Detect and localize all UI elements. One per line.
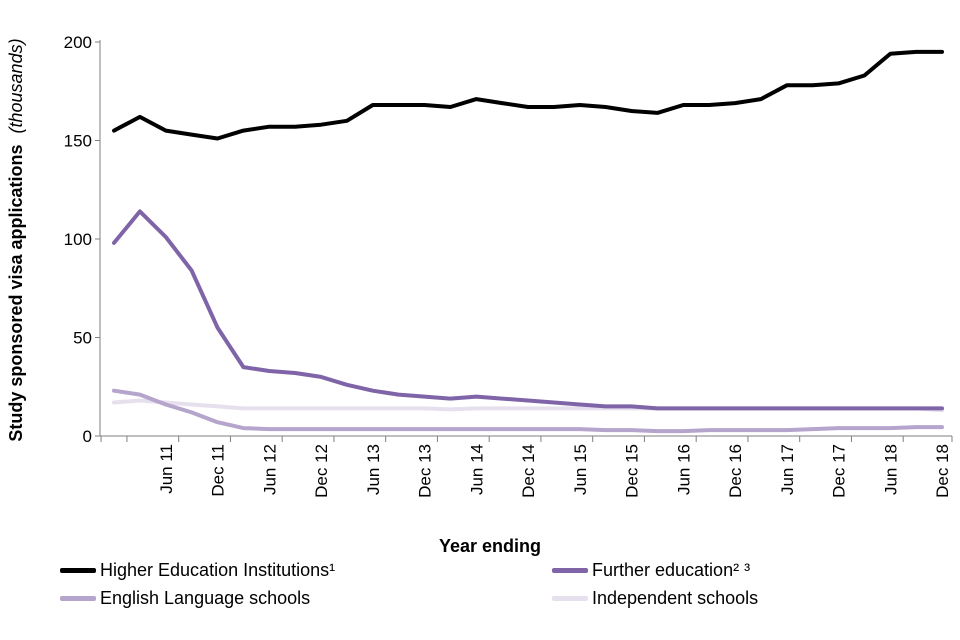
legend-label-independent-schools: Independent schools	[592, 588, 759, 608]
series-line-higher-education-institutions	[112, 49, 944, 141]
y-axis-title-unit: (thousands)	[6, 38, 26, 133]
x-tick-label: Dec 11	[209, 444, 228, 497]
y-axis: 0 50 100 150 200	[64, 33, 101, 446]
x-tick-label: Jun 13	[364, 444, 383, 495]
y-tick-label: 150	[64, 132, 92, 151]
legend-swatch-further-education	[552, 568, 588, 573]
series-line-english-language-schools	[112, 388, 944, 434]
x-tick-label: Dec 14	[519, 444, 538, 498]
legend-item-further-education: Further education² ³	[552, 560, 750, 581]
legend: Higher Education Institutions¹ Further e…	[60, 560, 940, 620]
x-tick-label: Jun 15	[571, 444, 590, 495]
legend-label-english-language-schools: English Language schools	[100, 588, 311, 608]
x-tick-label: Dec 12	[312, 444, 331, 498]
x-tick-label: Jun 12	[260, 444, 279, 495]
legend-swatch-higher-education	[60, 568, 96, 573]
legend-swatch-independent-schools	[552, 596, 588, 601]
x-tick-label: Jun 14	[467, 444, 486, 495]
legend-item-english-language-schools: English Language schools	[60, 588, 310, 609]
series-line-further-education	[112, 209, 944, 411]
x-tick-label: Jun 17	[778, 444, 797, 495]
y-axis-title: Study sponsored visa applications (thous…	[6, 38, 26, 441]
x-tick-label: Jun 11	[157, 444, 176, 494]
x-tick-label: Jun 18	[881, 444, 900, 495]
y-tick-label: 100	[64, 230, 92, 249]
legend-item-independent-schools: Independent schools	[552, 588, 758, 609]
x-tick-label: Dec 13	[416, 444, 435, 498]
y-tick-label: 50	[73, 329, 92, 348]
x-axis: Jun 11 Dec 11 Jun 12 Dec 12 Jun 13 Dec 13 Jun …	[100, 435, 953, 498]
legend-swatch-english-language-schools	[60, 596, 96, 601]
series-lines	[112, 49, 944, 434]
x-tick-label: Dec 18	[933, 444, 952, 498]
y-axis-title-main: Study sponsored visa applications	[6, 145, 26, 442]
x-axis-title: Year ending	[439, 536, 541, 556]
x-tick-label: Dec 16	[726, 444, 745, 498]
x-tick-label: Dec 15	[623, 444, 642, 498]
legend-label-higher-education: Higher Education Institutions¹	[100, 560, 336, 580]
y-tick-label: 200	[64, 33, 92, 52]
legend-label-further-education: Further education² ³	[592, 560, 751, 580]
x-tick-label: Dec 17	[830, 444, 849, 498]
x-tick-label: Jun 16	[674, 444, 693, 495]
y-tick-label: 0	[83, 427, 92, 446]
legend-item-higher-education: Higher Education Institutions¹	[60, 560, 335, 581]
